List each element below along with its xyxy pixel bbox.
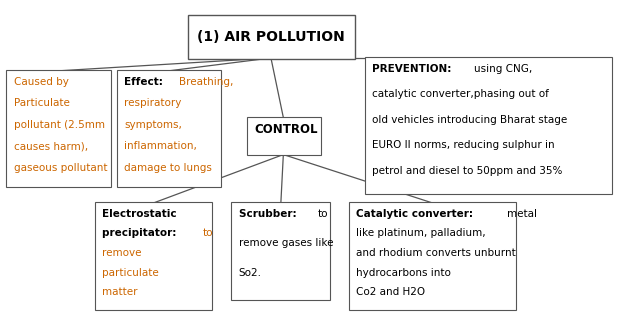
- Text: PREVENTION:: PREVENTION:: [372, 64, 451, 74]
- Text: like platinum, palladium,: like platinum, palladium,: [356, 228, 486, 238]
- FancyBboxPatch shape: [188, 15, 355, 59]
- Text: symptoms,: symptoms,: [124, 120, 182, 130]
- Text: pollutant (2.5mm: pollutant (2.5mm: [14, 120, 105, 130]
- Text: Catalytic converter:: Catalytic converter:: [356, 209, 474, 219]
- Text: particulate: particulate: [102, 268, 159, 278]
- Text: using CNG,: using CNG,: [474, 64, 533, 74]
- FancyBboxPatch shape: [247, 117, 321, 155]
- Text: EURO II norms, reducing sulphur in: EURO II norms, reducing sulphur in: [372, 140, 555, 150]
- Text: damage to lungs: damage to lungs: [124, 163, 212, 173]
- Text: remove gases like: remove gases like: [239, 238, 333, 248]
- Text: matter: matter: [102, 287, 138, 297]
- Text: Scrubber:: Scrubber:: [239, 209, 300, 219]
- Text: precipitator:: precipitator:: [102, 228, 180, 238]
- Text: to: to: [317, 209, 328, 219]
- Text: Co2 and H2O: Co2 and H2O: [356, 287, 425, 297]
- Text: So2.: So2.: [239, 268, 262, 278]
- FancyBboxPatch shape: [6, 70, 111, 187]
- Text: gaseous pollutant: gaseous pollutant: [14, 163, 107, 173]
- Text: inflammation,: inflammation,: [124, 141, 197, 151]
- Text: petrol and diesel to 50ppm and 35%: petrol and diesel to 50ppm and 35%: [372, 166, 562, 175]
- Text: Effect:: Effect:: [124, 77, 167, 87]
- Text: respiratory: respiratory: [124, 98, 182, 108]
- Text: Particulate: Particulate: [14, 98, 69, 108]
- Text: Caused by: Caused by: [14, 77, 69, 87]
- FancyBboxPatch shape: [117, 70, 221, 187]
- Text: hydrocarbons into: hydrocarbons into: [356, 268, 451, 278]
- FancyBboxPatch shape: [231, 202, 330, 300]
- FancyBboxPatch shape: [349, 202, 516, 310]
- FancyBboxPatch shape: [365, 57, 612, 194]
- Text: (1) AIR POLLUTION: (1) AIR POLLUTION: [197, 30, 345, 44]
- Text: causes harm),: causes harm),: [14, 141, 88, 151]
- Text: CONTROL: CONTROL: [254, 123, 317, 136]
- Text: metal: metal: [507, 209, 538, 219]
- Text: remove: remove: [102, 248, 142, 258]
- Text: to: to: [203, 228, 213, 238]
- Text: catalytic converter,phasing out of: catalytic converter,phasing out of: [372, 89, 549, 99]
- Text: and rhodium converts unburnt: and rhodium converts unburnt: [356, 248, 516, 258]
- FancyBboxPatch shape: [95, 202, 212, 310]
- Text: Breathing,: Breathing,: [179, 77, 233, 87]
- Text: old vehicles introducing Bharat stage: old vehicles introducing Bharat stage: [372, 115, 567, 125]
- Text: Electrostatic: Electrostatic: [102, 209, 177, 219]
